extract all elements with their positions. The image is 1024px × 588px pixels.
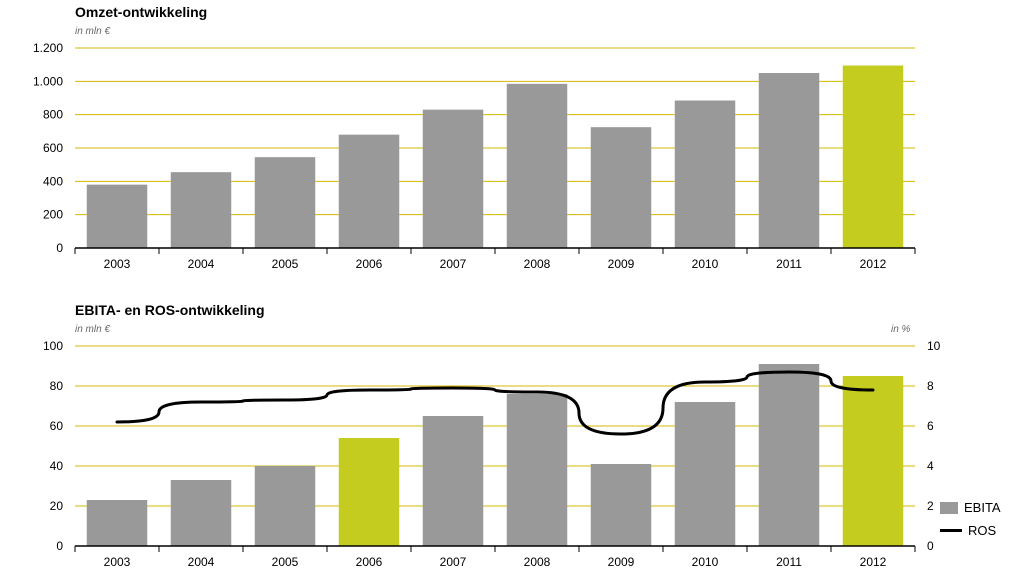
y2-tick-label: 0 [927, 539, 934, 553]
bar [171, 172, 231, 248]
legend-swatch-line [940, 529, 962, 532]
chart-ebita-ros: EBITA- en ROS-ontwikkeling in mln € in %… [0, 298, 995, 580]
y-tick-label: 40 [50, 459, 64, 473]
bar [759, 364, 819, 546]
y-tick-label: 600 [43, 141, 63, 155]
bar [507, 84, 567, 248]
x-tick-label: 2012 [860, 257, 887, 271]
y-tick-label: 1.000 [33, 74, 63, 88]
legend-label: EBITA [964, 500, 1001, 515]
y-tick-label: 60 [50, 419, 64, 433]
bar [255, 466, 315, 546]
x-tick-label: 2011 [776, 257, 802, 271]
chart2-svg: 0 20 40 60 80 100 0 2 4 6 8 10 2003 2004 2005 2006 2007 2… [0, 298, 965, 580]
page: Omzet-ontwikkeling in mln € 020040060080… [0, 0, 1024, 588]
bar [675, 402, 735, 546]
bar [87, 185, 147, 248]
bar [339, 135, 399, 248]
y2-tick-label: 10 [927, 339, 941, 353]
bar [843, 376, 903, 546]
x-tick-label: 2003 [104, 555, 131, 569]
x-tick-label: 2008 [524, 257, 551, 271]
bar [423, 416, 483, 546]
y-tick-label: 100 [43, 339, 63, 353]
bar [759, 73, 819, 248]
y-tick-label: 0 [56, 539, 63, 553]
x-tick-label: 2010 [692, 555, 719, 569]
legend: EBITA ROS [940, 500, 1001, 546]
x-tick-label: 2005 [272, 555, 299, 569]
x-tick-label: 2007 [440, 257, 467, 271]
legend-label: ROS [968, 523, 996, 538]
bar [843, 66, 903, 249]
bar [255, 157, 315, 248]
x-tick-label: 2008 [524, 555, 551, 569]
legend-item: EBITA [940, 500, 1001, 515]
y2-tick-label: 4 [927, 459, 934, 473]
y-tick-label: 1.200 [33, 41, 63, 55]
bar [507, 394, 567, 546]
x-tick-label: 2003 [104, 257, 131, 271]
x-tick-label: 2009 [608, 555, 635, 569]
y-tick-label: 0 [56, 241, 63, 255]
x-tick-label: 2007 [440, 555, 467, 569]
x-tick-label: 2009 [608, 257, 635, 271]
bar [171, 480, 231, 546]
bar [87, 500, 147, 546]
bar [675, 101, 735, 249]
legend-swatch-bar [940, 502, 958, 514]
x-tick-label: 2010 [692, 257, 719, 271]
y-tick-label: 800 [43, 108, 63, 122]
legend-item: ROS [940, 523, 1001, 538]
bar [423, 110, 483, 248]
y-tick-label: 80 [50, 379, 64, 393]
y2-tick-label: 8 [927, 379, 934, 393]
bar [591, 464, 651, 546]
y-tick-label: 20 [50, 499, 64, 513]
y-tick-label: 200 [43, 208, 63, 222]
x-tick-label: 2006 [356, 555, 383, 569]
bar [339, 438, 399, 546]
chart1-svg: 0 200 400 600 800 1.000 1.200 2003 2004 2005 2006 2… [0, 0, 935, 282]
x-tick-label: 2004 [188, 555, 215, 569]
x-tick-label: 2012 [860, 555, 887, 569]
x-tick-label: 2005 [272, 257, 299, 271]
y-tick-label: 400 [43, 174, 63, 188]
x-tick-label: 2004 [188, 257, 215, 271]
bar [591, 127, 651, 248]
x-tick-label: 2011 [776, 555, 802, 569]
x-tick-label: 2006 [356, 257, 383, 271]
y2-tick-label: 2 [927, 499, 934, 513]
chart-omzet: Omzet-ontwikkeling in mln € 020040060080… [0, 0, 965, 282]
y2-tick-label: 6 [927, 419, 934, 433]
